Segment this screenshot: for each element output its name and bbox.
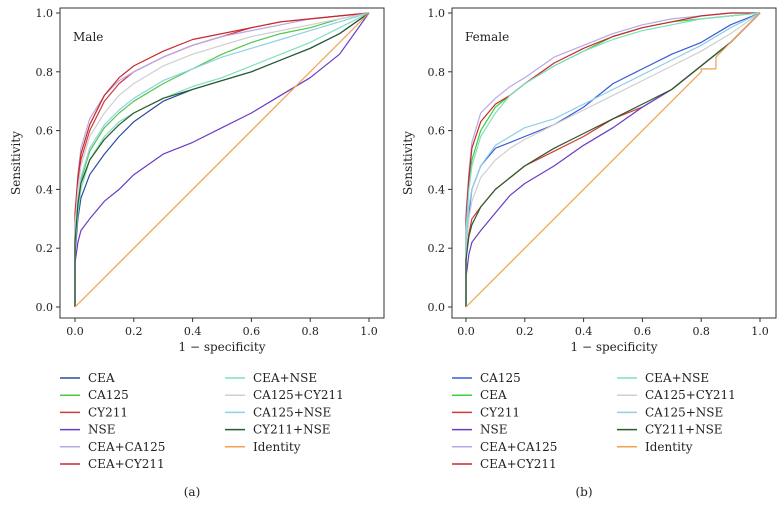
x-tick-label: 0.6 <box>634 325 652 338</box>
legend-entry: Identity <box>645 440 693 454</box>
legend-entry: CA125 <box>88 388 129 402</box>
legend-entry: CA125 <box>480 371 521 385</box>
series-group <box>74 12 370 308</box>
legend-entry: CA125+NSE <box>645 405 723 419</box>
y-tick-label: 0.0 <box>428 301 446 314</box>
series-line-identity <box>74 12 370 308</box>
panel-label: Female <box>465 30 509 44</box>
panel-label: Male <box>73 30 103 44</box>
x-axis-label: 1 − specificity <box>179 340 266 354</box>
panel-female: 0.0 0.2 0.4 0.6 0.8 1.0 0.0 0.2 0.4 0.6 0.8 1.0 1 − … <box>401 7 777 499</box>
x-tick-label: 0.4 <box>575 325 593 338</box>
series-line-cy211-plus-nse <box>74 12 370 307</box>
legend-entry: CEA <box>88 371 115 385</box>
y-tick-label: 0.6 <box>428 125 446 138</box>
plot-frame <box>451 7 777 319</box>
y-tick-label: 0.2 <box>36 242 54 255</box>
legend-entry: CEA+CY211 <box>88 457 165 471</box>
legend-entry: CA125+CY211 <box>645 388 736 402</box>
series-line-ca125-plus-nse <box>74 12 370 307</box>
legend-entry: CEA <box>480 388 507 402</box>
y-tick-label: 0.0 <box>36 301 54 314</box>
x-tick-label: 0.2 <box>125 325 143 338</box>
legend-entry: Identity <box>253 440 301 454</box>
legend-entry: CY211+NSE <box>645 423 723 437</box>
series-line-cea-plus-cy211 <box>74 12 370 307</box>
panel-caption: (a) <box>184 485 201 499</box>
x-tick-label: 0.0 <box>457 325 475 338</box>
x-tick-label: 0.4 <box>184 325 202 338</box>
legend-entry: CEA+NSE <box>645 371 709 385</box>
legend-entry: CY211+NSE <box>253 423 331 437</box>
x-tick-label: 0.8 <box>692 325 710 338</box>
legend-entry: CEA+CA125 <box>88 440 165 454</box>
legend-entry: CA125+NSE <box>253 405 331 419</box>
series-group <box>465 12 761 308</box>
panel-caption: (b) <box>575 485 592 499</box>
y-axis-label: Sensitivity <box>9 131 23 195</box>
panel-male: 0.0 0.2 0.4 0.6 0.8 1.0 0.0 0.2 0.4 0.6 0.8 1.0 1 − … <box>9 7 385 499</box>
series-line-cy211-plus-nse <box>465 12 761 307</box>
legend-entry: CEA+NSE <box>253 371 317 385</box>
y-tick-label: 1.0 <box>36 7 54 20</box>
x-tick-label: 1.0 <box>751 325 769 338</box>
y-tick-label: 0.2 <box>428 242 446 255</box>
y-tick-label: 0.8 <box>36 66 54 79</box>
x-tick-label: 1.0 <box>360 325 378 338</box>
series-line-cea-plus-cy211 <box>465 12 760 307</box>
y-tick-label: 0.4 <box>428 183 446 196</box>
legend: CA125 CEA CY211 NSE CEA+CA125 CEA+CY211 CEA+NS… <box>452 371 736 471</box>
x-tick-label: 0.2 <box>516 325 534 338</box>
legend-entry: CEA+CA125 <box>480 440 557 454</box>
y-tick-label: 0.4 <box>36 183 54 196</box>
y-tick-label: 0.8 <box>428 66 446 79</box>
plot-frame <box>59 7 385 319</box>
x-tick-label: 0.0 <box>66 325 84 338</box>
legend-entry: CEA+CY211 <box>480 457 557 471</box>
legend-entry: NSE <box>480 423 507 437</box>
series-line-ca125-plus-cy211 <box>465 12 761 307</box>
series-line-ca125-plus-cy211 <box>74 12 370 307</box>
series-line-ca125-plus-nse <box>465 12 761 307</box>
y-axis-label: Sensitivity <box>401 131 415 195</box>
legend-entry: CA125+CY211 <box>253 388 344 402</box>
legend-entry: CY211 <box>88 405 128 419</box>
legend-entry: CY211 <box>480 405 520 419</box>
legend: CEA CA125 CY211 NSE CEA+CA125 CEA+CY211 CEA+NS… <box>60 371 344 471</box>
x-axis-label: 1 − specificity <box>571 340 658 354</box>
x-tick-label: 0.8 <box>301 325 319 338</box>
series-line-identity <box>465 12 761 308</box>
y-tick-label: 1.0 <box>428 7 446 20</box>
legend-entry: NSE <box>88 423 115 437</box>
y-tick-label: 0.6 <box>36 125 54 138</box>
x-tick-label: 0.6 <box>243 325 261 338</box>
series-line-cea-plus-nse <box>465 12 761 307</box>
